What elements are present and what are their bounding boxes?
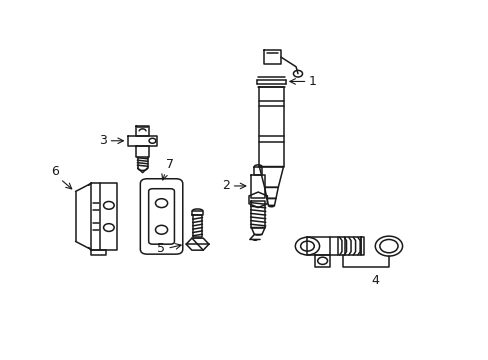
Text: 1: 1: [308, 75, 316, 88]
Text: 6: 6: [51, 165, 59, 177]
Text: 3: 3: [99, 134, 106, 147]
Text: 4: 4: [371, 274, 379, 287]
Text: 7: 7: [166, 158, 174, 171]
Text: 5: 5: [157, 242, 165, 255]
Text: 2: 2: [222, 179, 229, 193]
